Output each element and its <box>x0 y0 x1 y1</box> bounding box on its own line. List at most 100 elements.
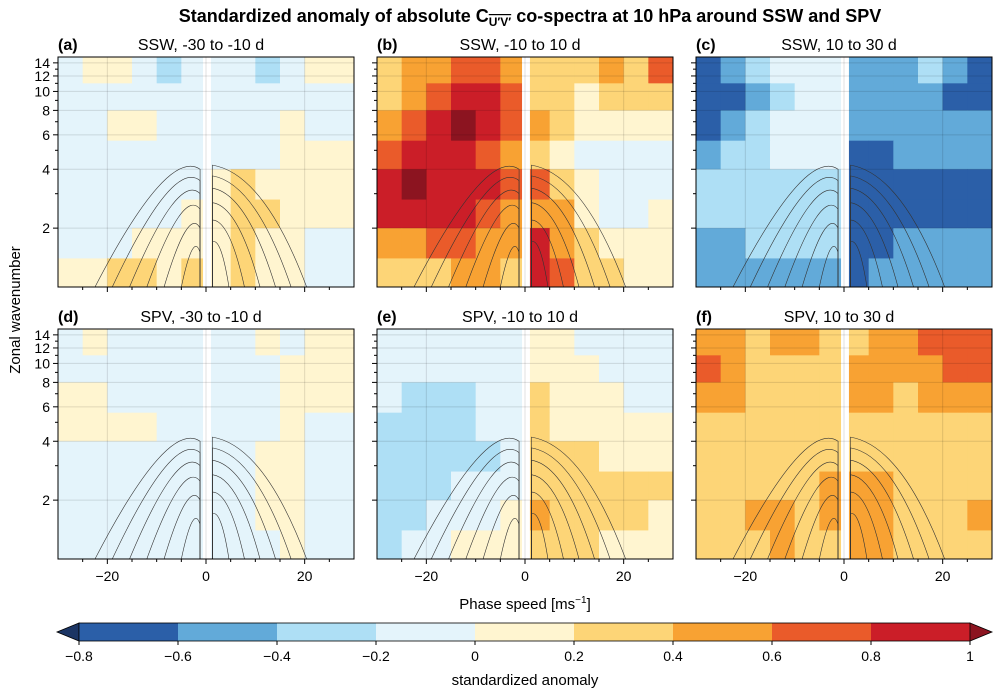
heatmap-cell <box>794 169 820 201</box>
heatmap-cell <box>280 110 306 142</box>
heatmap-cell <box>58 412 84 442</box>
heatmap-cell <box>967 169 993 201</box>
heatmap-cell <box>156 258 182 288</box>
heatmap-cell <box>82 500 108 531</box>
heatmap-cell <box>451 530 477 560</box>
heatmap-cell <box>942 530 968 560</box>
heatmap-cell <box>280 228 306 259</box>
heatmap-cell <box>967 83 993 111</box>
heatmap-cell <box>794 140 820 170</box>
heatmap-cell <box>58 355 84 383</box>
heatmap-cell <box>156 57 182 84</box>
heatmap-cell <box>918 228 944 259</box>
heatmap-cell <box>58 441 84 473</box>
contour-line <box>212 187 276 288</box>
contour-line <box>531 459 595 560</box>
heatmap-cell <box>893 140 919 170</box>
heatmap-cell <box>574 500 600 531</box>
heatmap-cell <box>720 110 746 142</box>
colorbar-segment <box>178 623 278 641</box>
heatmap-cell <box>918 169 944 201</box>
heatmap-cell <box>107 530 133 560</box>
heatmap-cell <box>329 530 355 560</box>
heatmap-cell <box>868 530 894 560</box>
heatmap-cell <box>696 355 722 383</box>
heatmap-cell <box>599 441 625 473</box>
heatmap-cell <box>475 110 501 142</box>
heatmap-cell <box>156 329 182 356</box>
heatmap-cell <box>401 228 427 259</box>
heatmap-cell <box>255 471 281 501</box>
heatmap-cell <box>696 258 722 288</box>
contour-line <box>111 177 201 288</box>
heatmap-cell <box>794 57 820 84</box>
critical-line-gap <box>841 57 849 287</box>
heatmap-cell <box>648 471 674 501</box>
heatmap-cell <box>304 228 330 259</box>
heatmap-cell <box>426 140 452 170</box>
colorbar-segment <box>871 623 971 641</box>
colorbar-extend-high <box>969 622 994 642</box>
heatmap-cell <box>377 500 403 531</box>
heatmap-cell <box>918 441 944 473</box>
heatmap-cell <box>918 140 944 170</box>
colorbar-segment <box>574 623 674 641</box>
heatmap-cell <box>255 500 281 531</box>
heatmap-cell <box>451 228 477 259</box>
heatmap-cell <box>942 500 968 531</box>
heatmap-cell <box>304 110 330 142</box>
heatmap-cell <box>967 258 993 288</box>
heatmap-cell <box>599 199 625 229</box>
heatmap-cell <box>181 382 207 414</box>
heatmap-cell <box>770 530 796 560</box>
heatmap-cell <box>329 140 355 170</box>
heatmap-cell <box>255 441 281 473</box>
heatmap-cell <box>696 329 722 356</box>
heatmap-cell <box>401 57 427 84</box>
heatmap-cell <box>401 530 427 560</box>
heatmap-cell <box>549 140 575 170</box>
heatmap-cell <box>574 471 600 501</box>
heatmap-cell <box>181 83 207 111</box>
heatmap-cell <box>770 228 796 259</box>
heatmap-cell <box>304 169 330 201</box>
heatmap-cell <box>82 110 108 142</box>
heatmap-cell <box>181 355 207 383</box>
heatmap-cell <box>720 441 746 473</box>
heatmap-cell <box>720 228 746 259</box>
contour-line <box>212 175 292 288</box>
heatmap-cell <box>181 199 207 229</box>
heatmap-cell <box>696 57 722 84</box>
heatmap-cell <box>230 441 256 473</box>
heatmap-cell <box>304 258 330 288</box>
heatmap-cell <box>623 471 649 501</box>
heatmap-cell <box>475 199 501 229</box>
heatmap-cell <box>720 258 746 288</box>
colorbar-tick-label: −0.4 <box>263 648 291 664</box>
heatmap-cell <box>230 530 256 560</box>
heatmap-cell <box>401 258 427 288</box>
contour-line <box>111 449 201 560</box>
x-tick-label: −20 <box>95 568 119 584</box>
heatmap-cell <box>230 355 256 383</box>
heatmap-cell <box>745 412 771 442</box>
heatmap-cell <box>770 329 796 356</box>
contour-line <box>413 437 520 560</box>
heatmap-cell <box>500 471 526 501</box>
heatmap-cell <box>107 83 133 111</box>
heatmap-cell <box>451 412 477 442</box>
panel-e: −20 0 20 (e) SPV, -10 to 10 d <box>372 309 674 584</box>
heatmap-cell <box>745 530 771 560</box>
heatmap-cell <box>156 169 182 201</box>
heatmap-cell <box>132 382 158 414</box>
panel-title: SSW, 10 to 30 d <box>781 37 897 54</box>
heatmap-cell <box>58 110 84 142</box>
contour-line <box>531 202 580 288</box>
contour-line <box>749 449 839 560</box>
contour-line <box>212 474 261 560</box>
heatmap-cell <box>942 355 968 383</box>
contour-line <box>465 204 520 288</box>
heatmap-cell <box>623 258 649 288</box>
heatmap-cell <box>82 412 108 442</box>
